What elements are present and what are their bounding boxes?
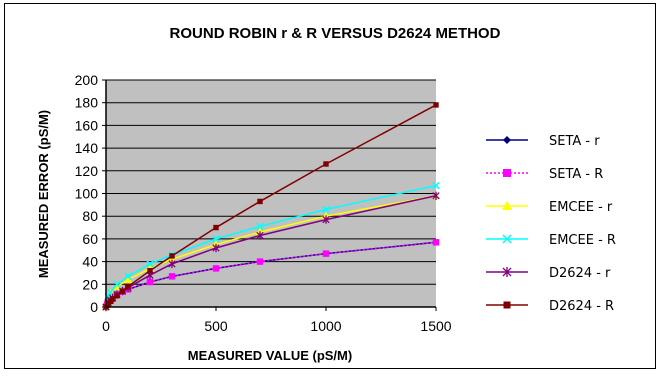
series-5-point-9 [168,259,176,269]
gridlines [106,79,436,308]
series-2-point-9 [146,278,154,286]
y-tick-label-60: 60 [82,231,98,247]
legend-item-1: SETA - r [486,134,600,149]
legend-marker-2 [503,169,511,177]
series-6-point-8 [147,267,153,274]
legend: SETA - r SETA - R EMCEE - r EMCEE - R D2624 … [486,134,616,314]
legend-item-2: SETA - R [486,167,603,182]
x-axis-ticks: 0 500 1000 1500 [102,307,452,334]
legend-label-3: EMCEE - r [549,200,613,215]
x-tick-label-0: 0 [102,318,110,334]
series-6-point-10 [213,224,219,231]
legend-label-5: D2624 - r [549,266,611,281]
y-tick-label-20: 20 [82,276,98,292]
legend-marker-6 [503,301,511,309]
series-2-point-13 [322,250,330,257]
legend-item-6: D2624 - R [486,299,614,314]
series-5-point-12 [322,215,330,224]
y-tick-label-40: 40 [82,254,98,270]
series-5-point-10 [212,243,220,253]
y-tick-label-200: 200 [75,72,99,88]
series-6 [103,102,439,310]
series-group [101,102,441,312]
series-2-line [105,241,437,308]
legend-marker-1 [503,136,511,144]
series-2-point-14 [432,239,440,246]
series-6-point-13 [433,102,439,108]
y-tick-label-120: 120 [75,163,99,179]
series-4-point-10 [322,205,330,214]
legend-item-3: EMCEE - r [486,200,613,215]
y-tick-label-80: 80 [82,208,98,224]
series-6-point-4 [109,296,116,302]
legend-marker-3 [502,201,512,210]
series-3-point-5 [123,275,133,283]
series-4-point-11 [432,181,440,190]
series-4-point-9 [256,222,264,231]
chart-title: ROUND ROBIN r & R VERSUS D2624 METHOD [170,25,501,42]
x-axis-label: MEASURED VALUE (pS/M) [188,348,352,363]
y-tick-label-0: 0 [90,299,98,315]
series-6-point-7 [125,283,131,290]
y-axis-label: MEASURED ERROR (pS/M) [36,110,51,278]
series-3-point-7 [167,255,177,263]
legend-label-2: SETA - R [549,167,603,182]
series-2-point-10 [168,273,176,280]
series-5-point-11 [256,231,264,240]
legend-label-4: EMCEE - R [549,233,616,248]
y-tick-label-100: 100 [75,186,99,202]
series-6-point-5 [114,292,120,299]
series-4-point-5 [124,272,132,281]
series-5-point-13 [432,191,440,200]
legend-item-4: EMCEE - R [486,233,616,248]
series-2-point-12 [256,258,264,265]
series-6-point-12 [323,161,329,167]
series-6-point-9 [169,253,175,259]
series-6-point-6 [119,288,126,294]
legend-marker-4 [502,234,512,244]
legend-marker-5 [502,267,512,277]
x-tick-label-1000: 1000 [310,318,341,334]
x-tick-label-1500: 1500 [420,318,451,334]
series-2-point-11 [212,265,220,272]
series-4-point-4 [113,280,121,289]
y-axis-ticks: 0 20 40 60 80 100 120 140 160 180 200 [75,72,106,315]
x-tick-label-500: 500 [204,318,228,334]
legend-item-5: D2624 - r [486,266,611,281]
y-tick-label-180: 180 [75,95,99,111]
y-tick-label-160: 160 [75,117,99,133]
y-tick-label-140: 140 [75,140,99,156]
series-4-point-6 [146,260,154,268]
series-6-point-11 [257,198,263,205]
series-4-point-8 [212,235,220,243]
legend-label-6: D2624 - R [549,299,614,314]
legend-label-1: SETA - r [549,134,600,149]
